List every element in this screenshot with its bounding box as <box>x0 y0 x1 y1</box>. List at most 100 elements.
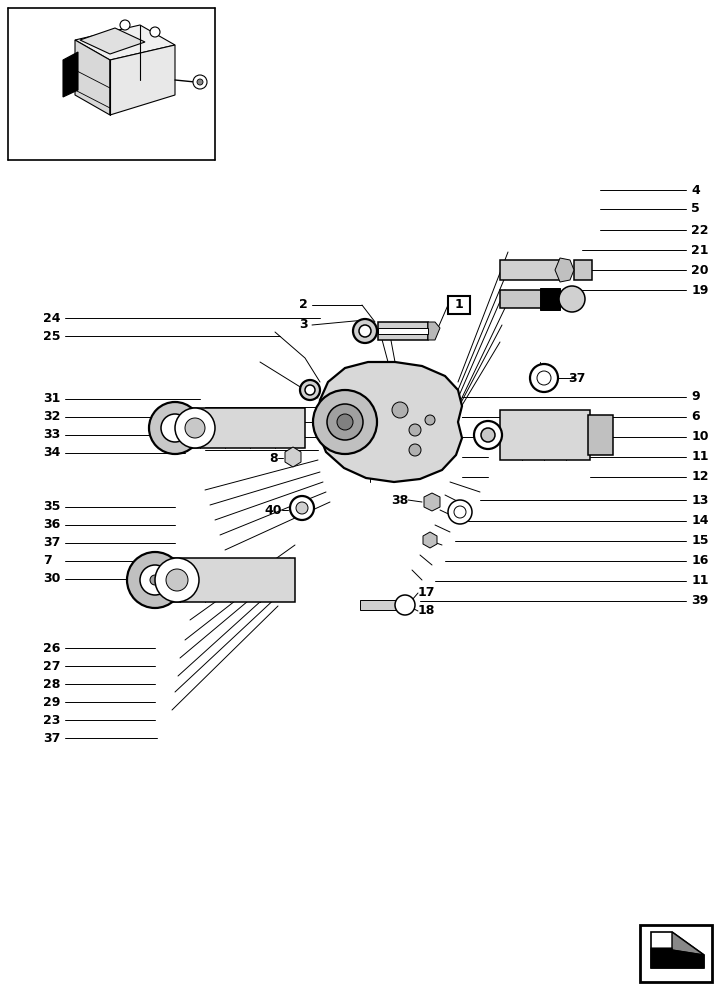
Text: 39: 39 <box>691 594 708 607</box>
Circle shape <box>155 558 199 602</box>
Text: 12: 12 <box>691 471 708 484</box>
Text: 32: 32 <box>43 410 60 424</box>
Bar <box>640 925 712 982</box>
Text: 36: 36 <box>43 518 60 532</box>
Circle shape <box>296 502 308 514</box>
Text: 37: 37 <box>568 371 585 384</box>
Polygon shape <box>63 52 78 97</box>
Circle shape <box>161 414 189 442</box>
Text: 40: 40 <box>264 504 282 516</box>
Polygon shape <box>80 28 145 54</box>
Text: 7: 7 <box>43 554 52 568</box>
Text: 2: 2 <box>300 298 308 312</box>
Bar <box>448 296 470 314</box>
Circle shape <box>185 418 205 438</box>
Circle shape <box>313 390 377 454</box>
Text: 11: 11 <box>691 450 708 464</box>
Text: 5: 5 <box>691 202 700 216</box>
Circle shape <box>537 371 551 385</box>
Circle shape <box>400 600 410 610</box>
Circle shape <box>193 75 207 89</box>
Text: 38: 38 <box>391 493 408 506</box>
Text: 34: 34 <box>43 446 60 460</box>
Bar <box>574 260 592 280</box>
Bar <box>588 415 613 455</box>
Polygon shape <box>651 948 704 968</box>
Text: 16: 16 <box>691 554 708 568</box>
Text: 22: 22 <box>691 224 708 236</box>
Circle shape <box>327 404 363 440</box>
Text: 14: 14 <box>691 514 708 528</box>
Text: 37: 37 <box>43 536 60 550</box>
Polygon shape <box>75 40 110 115</box>
Text: 17: 17 <box>418 586 436 599</box>
Bar <box>360 600 400 610</box>
Text: 37: 37 <box>43 732 60 744</box>
Circle shape <box>166 569 188 591</box>
Circle shape <box>392 402 408 418</box>
Text: 23: 23 <box>43 714 60 726</box>
Circle shape <box>448 500 472 524</box>
Polygon shape <box>318 362 462 482</box>
Text: 4: 4 <box>691 184 700 196</box>
Text: 13: 13 <box>691 493 708 506</box>
Bar <box>500 290 555 308</box>
Bar <box>155 558 295 602</box>
Text: 20: 20 <box>691 263 708 276</box>
Circle shape <box>197 79 203 85</box>
Text: 15: 15 <box>691 534 708 548</box>
Text: 27: 27 <box>43 660 60 672</box>
Circle shape <box>481 428 495 442</box>
Circle shape <box>140 565 170 595</box>
Circle shape <box>454 506 466 518</box>
Circle shape <box>150 27 160 37</box>
Polygon shape <box>110 45 175 115</box>
Text: 35: 35 <box>43 500 60 514</box>
Text: 24: 24 <box>43 312 60 324</box>
Polygon shape <box>428 322 440 340</box>
Polygon shape <box>424 493 440 511</box>
Text: 26: 26 <box>43 642 60 654</box>
Polygon shape <box>285 447 301 467</box>
Circle shape <box>305 385 315 395</box>
Text: 28: 28 <box>43 678 60 690</box>
Circle shape <box>559 286 585 312</box>
Bar <box>378 328 428 334</box>
Bar <box>500 260 560 280</box>
Polygon shape <box>75 25 175 60</box>
Text: 19: 19 <box>691 284 708 296</box>
Polygon shape <box>672 932 704 955</box>
Text: 11: 11 <box>691 574 708 587</box>
Text: 30: 30 <box>43 572 60 585</box>
Circle shape <box>353 319 377 343</box>
Text: 29: 29 <box>43 696 60 708</box>
Circle shape <box>290 496 314 520</box>
Circle shape <box>127 552 183 608</box>
Text: 18: 18 <box>418 604 436 617</box>
Circle shape <box>530 364 558 392</box>
Circle shape <box>337 414 353 430</box>
Text: 8: 8 <box>269 452 278 464</box>
Text: 1: 1 <box>454 298 464 312</box>
Circle shape <box>474 421 502 449</box>
Text: 25: 25 <box>43 330 60 342</box>
Text: 9: 9 <box>691 390 700 403</box>
Text: 31: 31 <box>43 392 60 406</box>
Circle shape <box>395 595 415 615</box>
Circle shape <box>120 20 130 30</box>
Bar <box>378 322 428 340</box>
Circle shape <box>149 402 201 454</box>
Bar <box>500 410 590 460</box>
Circle shape <box>359 325 371 337</box>
Circle shape <box>175 408 215 448</box>
Circle shape <box>150 575 160 585</box>
Polygon shape <box>555 258 574 282</box>
Circle shape <box>300 380 320 400</box>
Polygon shape <box>423 532 437 548</box>
Text: 10: 10 <box>691 430 708 444</box>
Text: 21: 21 <box>691 243 708 256</box>
Text: 33: 33 <box>43 428 60 442</box>
Text: 3: 3 <box>300 318 308 332</box>
Bar <box>540 288 560 310</box>
Circle shape <box>425 415 435 425</box>
